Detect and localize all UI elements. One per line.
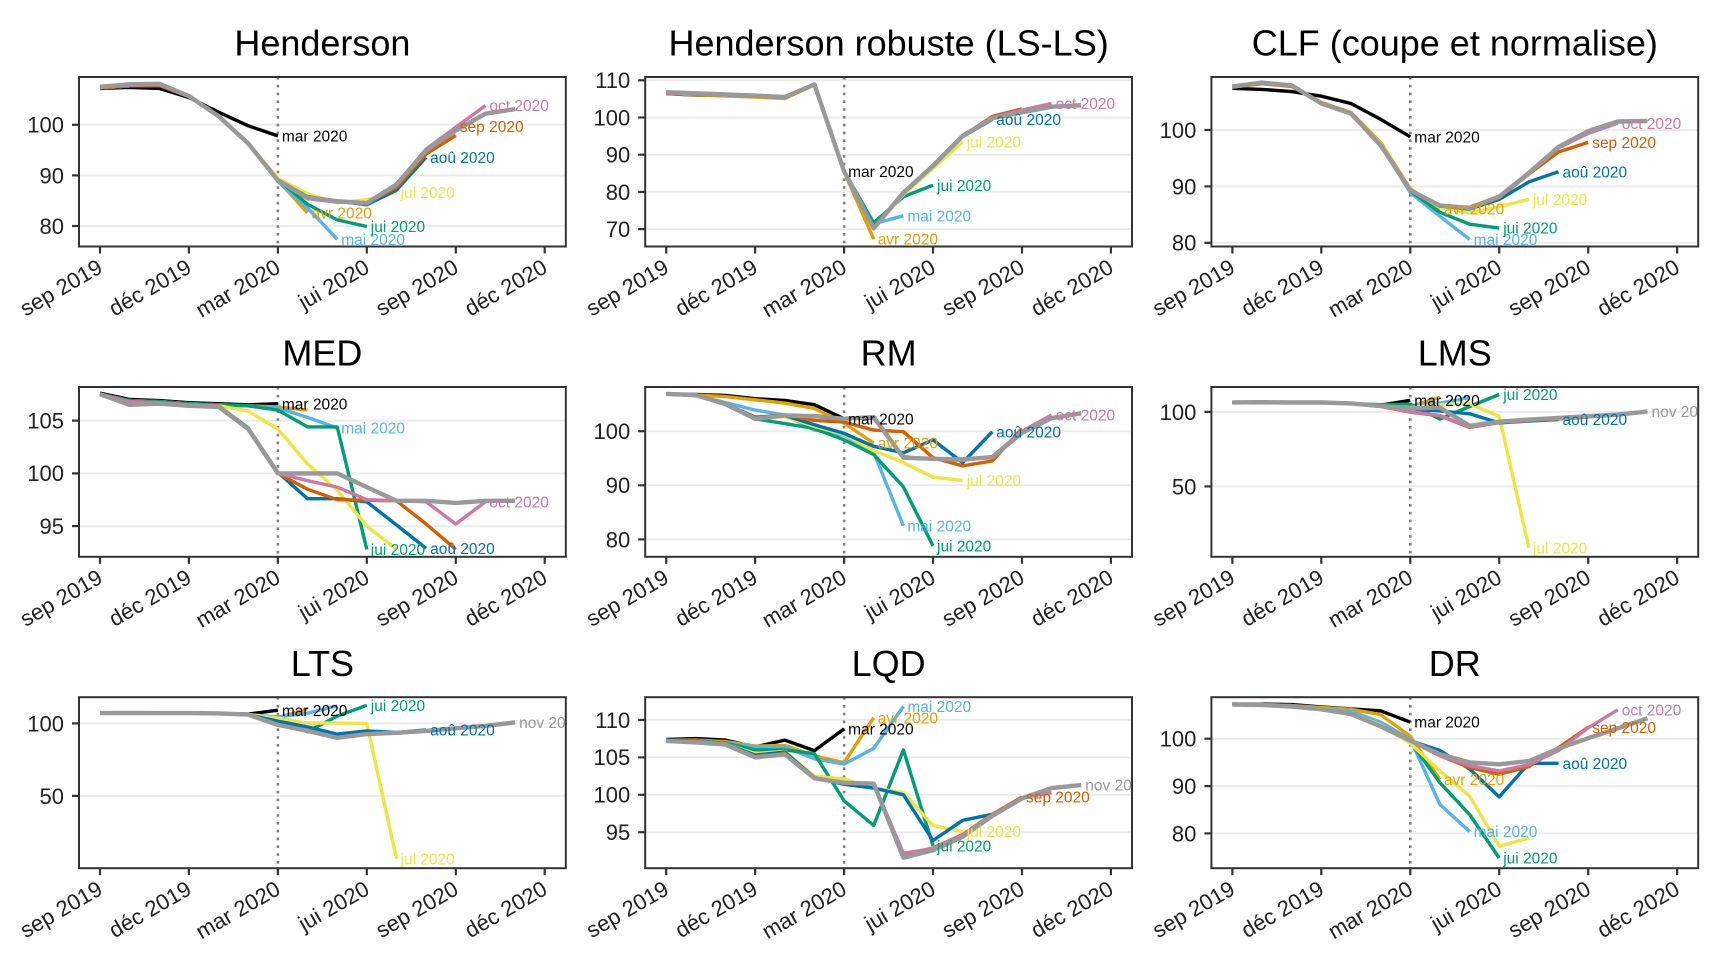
svg-text:80: 80 <box>606 527 630 552</box>
svg-text:oct 2020: oct 2020 <box>1056 408 1116 425</box>
svg-text:DR: DR <box>1429 643 1481 684</box>
svg-text:nov 2020: nov 2020 <box>1652 404 1716 421</box>
svg-text:CLF (coupe et normalise): CLF (coupe et normalise) <box>1252 23 1658 64</box>
svg-text:90: 90 <box>606 473 630 498</box>
svg-text:aoû 2020: aoû 2020 <box>996 424 1061 441</box>
svg-text:avr 2020: avr 2020 <box>312 205 373 222</box>
svg-text:sep 2020: sep 2020 <box>1026 790 1090 807</box>
svg-text:50: 50 <box>1172 474 1196 499</box>
svg-text:sep 2020: sep 2020 <box>1592 720 1656 737</box>
svg-text:mar 2020: mar 2020 <box>1414 129 1480 146</box>
svg-text:90: 90 <box>1172 174 1196 199</box>
svg-text:105: 105 <box>27 409 64 434</box>
svg-text:jul 2020: jul 2020 <box>966 473 1022 490</box>
svg-text:mar 2020: mar 2020 <box>282 703 348 720</box>
svg-text:aoû 2020: aoû 2020 <box>996 112 1061 129</box>
svg-text:nov 2020: nov 2020 <box>519 715 583 732</box>
svg-text:jul 2020: jul 2020 <box>1532 540 1588 557</box>
svg-text:RM: RM <box>861 333 917 374</box>
svg-text:jui 2020: jui 2020 <box>936 539 992 556</box>
svg-text:jui 2020: jui 2020 <box>370 219 426 236</box>
svg-text:jul 2020: jul 2020 <box>966 824 1022 841</box>
svg-text:mar 2020: mar 2020 <box>848 722 914 739</box>
svg-text:100: 100 <box>593 783 630 808</box>
svg-text:100: 100 <box>27 113 64 138</box>
svg-text:aoû 2020: aoû 2020 <box>1563 164 1628 181</box>
svg-text:avr 2020: avr 2020 <box>1444 772 1505 789</box>
svg-text:Henderson: Henderson <box>234 23 410 64</box>
svg-text:aoû 2020: aoû 2020 <box>430 150 495 167</box>
svg-text:mai 2020: mai 2020 <box>1474 232 1538 249</box>
svg-text:avr 2020: avr 2020 <box>878 436 939 453</box>
svg-text:mai 2020: mai 2020 <box>907 699 971 716</box>
svg-text:80: 80 <box>1172 821 1196 846</box>
svg-text:Henderson robuste (LS-LS): Henderson robuste (LS-LS) <box>668 23 1108 64</box>
svg-text:mai 2020: mai 2020 <box>341 421 405 438</box>
svg-text:nov 2020: nov 2020 <box>1085 778 1149 795</box>
svg-text:mar 2020: mar 2020 <box>1414 393 1480 410</box>
svg-text:jui 2020: jui 2020 <box>1502 221 1558 238</box>
svg-text:jui 2020: jui 2020 <box>370 542 426 559</box>
svg-text:105: 105 <box>593 745 630 770</box>
svg-text:jul 2020: jul 2020 <box>400 851 456 868</box>
svg-text:mai 2020: mai 2020 <box>1474 824 1538 841</box>
svg-text:LQD: LQD <box>852 643 926 684</box>
svg-text:jul 2020: jul 2020 <box>400 185 456 202</box>
svg-text:sep 2020: sep 2020 <box>460 119 524 136</box>
svg-text:90: 90 <box>606 143 630 168</box>
svg-text:110: 110 <box>595 708 630 733</box>
svg-text:90: 90 <box>1172 774 1196 799</box>
svg-text:110: 110 <box>595 68 630 93</box>
svg-text:mai 2020: mai 2020 <box>907 519 971 536</box>
svg-text:jui 2020: jui 2020 <box>1502 387 1558 404</box>
svg-text:mar 2020: mar 2020 <box>282 396 348 413</box>
svg-text:oct 2020: oct 2020 <box>1622 702 1682 719</box>
svg-text:95: 95 <box>606 820 630 845</box>
svg-text:70: 70 <box>606 217 630 242</box>
svg-text:mar 2020: mar 2020 <box>848 411 914 428</box>
svg-text:100: 100 <box>1160 400 1197 425</box>
svg-text:jul 2020: jul 2020 <box>966 134 1022 151</box>
svg-text:jui 2020: jui 2020 <box>936 178 992 195</box>
svg-text:aoû 2020: aoû 2020 <box>430 723 495 740</box>
svg-text:95: 95 <box>40 514 64 539</box>
svg-text:80: 80 <box>606 180 630 205</box>
svg-text:100: 100 <box>27 461 64 486</box>
svg-text:mar 2020: mar 2020 <box>282 129 348 146</box>
svg-text:mar 2020: mar 2020 <box>1414 715 1480 732</box>
svg-text:80: 80 <box>1172 231 1196 256</box>
svg-text:MED: MED <box>282 333 362 374</box>
svg-text:LTS: LTS <box>291 643 354 684</box>
svg-text:oct 2020: oct 2020 <box>1056 96 1116 113</box>
svg-text:jui 2020: jui 2020 <box>370 698 426 715</box>
svg-text:oct 2020: oct 2020 <box>489 494 549 511</box>
svg-text:100: 100 <box>593 419 630 444</box>
svg-text:sep 2020: sep 2020 <box>1592 135 1656 152</box>
svg-text:100: 100 <box>1160 118 1197 143</box>
svg-text:oct 2020: oct 2020 <box>1622 116 1682 133</box>
svg-text:avr 2020: avr 2020 <box>1444 202 1505 219</box>
svg-text:100: 100 <box>27 711 64 736</box>
svg-text:aoû 2020: aoû 2020 <box>1563 412 1628 429</box>
svg-text:oct 2020: oct 2020 <box>489 98 549 115</box>
svg-text:50: 50 <box>40 784 64 809</box>
svg-text:aoû 2020: aoû 2020 <box>1563 756 1628 773</box>
svg-text:aoû 2020: aoû 2020 <box>430 541 495 558</box>
svg-text:100: 100 <box>1160 727 1197 752</box>
svg-text:jui 2020: jui 2020 <box>936 838 992 855</box>
svg-text:avr 2020: avr 2020 <box>878 710 939 727</box>
svg-text:80: 80 <box>40 214 64 239</box>
svg-text:100: 100 <box>593 105 630 130</box>
svg-text:jul 2020: jul 2020 <box>1532 192 1588 209</box>
svg-text:mai 2020: mai 2020 <box>341 232 405 249</box>
svg-text:mar 2020: mar 2020 <box>848 164 914 181</box>
svg-text:LMS: LMS <box>1418 333 1492 374</box>
svg-text:90: 90 <box>40 163 64 188</box>
svg-text:jui 2020: jui 2020 <box>1502 851 1558 868</box>
svg-text:mai 2020: mai 2020 <box>907 208 971 225</box>
svg-text:avr 2020: avr 2020 <box>878 232 939 249</box>
